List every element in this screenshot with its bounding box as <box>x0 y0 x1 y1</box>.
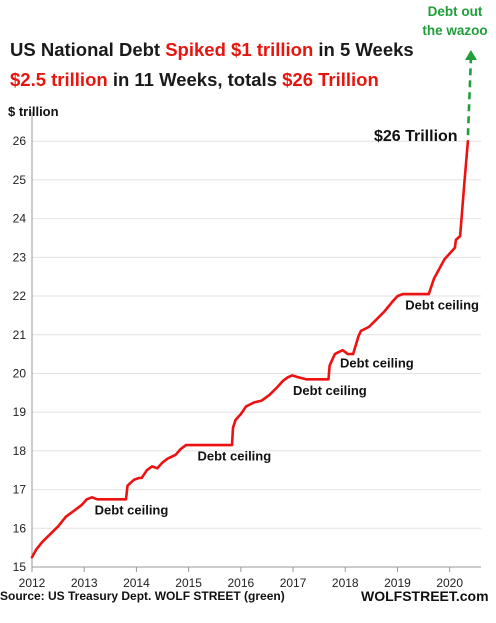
annotation-layer: Debt out the wazoo Debt ceiling Debt ceilin… <box>95 4 488 518</box>
tick-labels: 15 16 17 18 19 20 21 22 23 24 25 26 2012 2013 2014 2015… <box>13 134 464 590</box>
gridlines <box>32 140 481 568</box>
y-tick-label: 23 <box>13 250 27 264</box>
x-tick-label: 2018 <box>332 576 359 590</box>
source-note: Source: US Treasury Dept. WOLF STREET (g… <box>0 589 285 603</box>
y-tick-label: 16 <box>13 521 27 535</box>
x-tick-label: 2016 <box>227 576 254 590</box>
title-part: in 11 Weeks, totals <box>113 69 282 90</box>
projection-dashed-line <box>466 57 473 136</box>
title-part: $26 Trillion <box>282 69 379 90</box>
total-annotation: $26 Trillion <box>374 128 458 145</box>
y-tick-label: 20 <box>13 366 27 380</box>
projection-arrowhead <box>464 50 477 60</box>
axes <box>31 112 481 572</box>
title-part: $2.5 trillion <box>10 69 113 90</box>
x-tick-label: 2013 <box>71 576 98 590</box>
y-tick-label: 17 <box>13 483 27 497</box>
y-axis-label: $ trillion <box>8 104 59 119</box>
debt-ceiling-annotation: Debt ceiling <box>198 449 272 464</box>
debt-series-line <box>30 139 470 559</box>
x-tick-label: 2017 <box>280 576 307 590</box>
y-tick-label: 21 <box>13 328 27 342</box>
y-tick-label: 26 <box>13 134 27 148</box>
y-tick-label: 25 <box>13 173 27 187</box>
title-part: US National Debt <box>10 39 165 60</box>
chart-title-line-2: $2.5 trillion in 11 Weeks, totals $26 Tr… <box>10 69 379 90</box>
debt-ceiling-annotation: Debt ceiling <box>405 298 479 313</box>
y-tick-label: 22 <box>13 289 27 303</box>
title-part: Spiked <box>165 39 231 60</box>
y-tick-label: 24 <box>13 212 27 226</box>
title-part: $1 trillion <box>231 39 318 60</box>
series-layer <box>30 50 477 559</box>
chart-title-line-1: US National Debt Spiked $1 trillion in 5… <box>10 39 414 60</box>
x-tick-label: 2014 <box>123 576 150 590</box>
debt-ceiling-annotation: Debt ceiling <box>293 383 367 398</box>
x-tick-label: 2020 <box>436 576 463 590</box>
projection-label: the wazoo <box>422 23 487 38</box>
x-tick-label: 2012 <box>19 576 46 590</box>
title-part: in 5 Weeks <box>318 39 413 60</box>
y-tick-label: 19 <box>13 405 27 419</box>
x-tick-label: 2019 <box>384 576 411 590</box>
debt-ceiling-annotation: Debt ceiling <box>340 356 414 371</box>
x-tick-label: 2015 <box>175 576 202 590</box>
projection-label: Debt out <box>428 4 483 19</box>
brand-label: WOLFSTREET.com <box>361 588 489 604</box>
y-tick-label: 15 <box>13 560 27 574</box>
y-tick-label: 18 <box>13 444 27 458</box>
debt-ceiling-annotation: Debt ceiling <box>95 503 169 518</box>
